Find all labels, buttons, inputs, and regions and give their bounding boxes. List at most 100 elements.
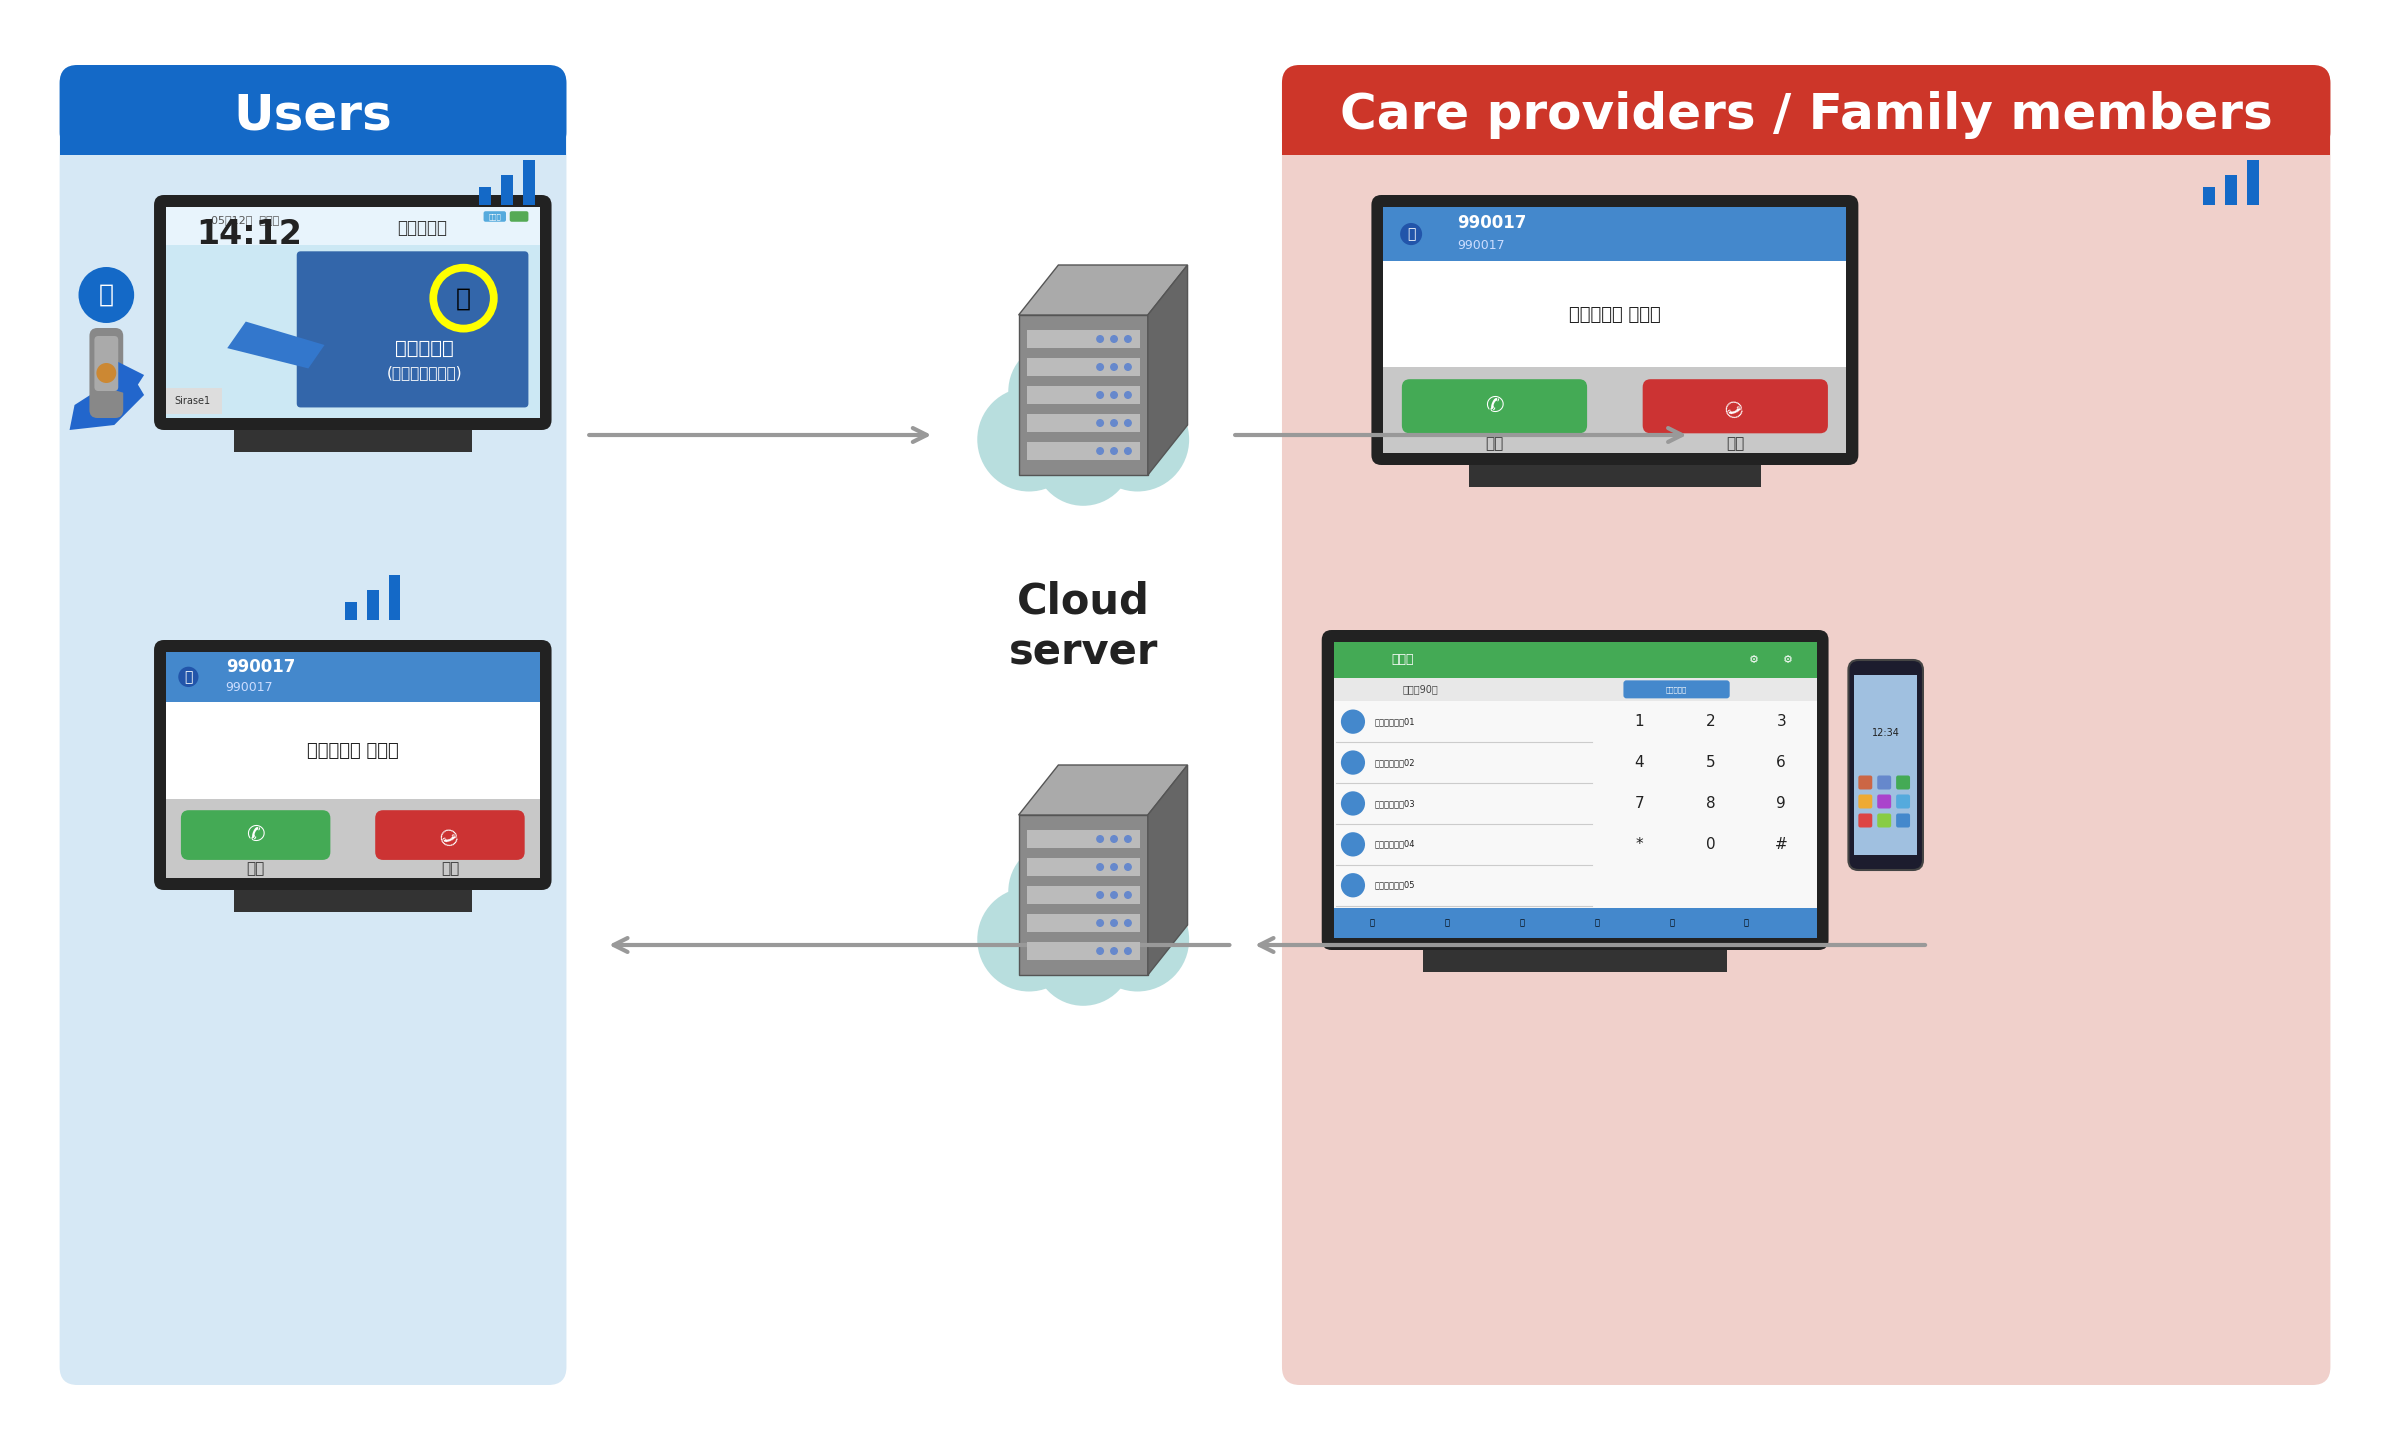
Circle shape <box>1097 390 1104 399</box>
Circle shape <box>1111 947 1118 954</box>
Bar <box>166 389 223 414</box>
Bar <box>1027 330 1140 348</box>
Text: Sirase1: Sirase1 <box>175 396 211 406</box>
Text: 連絡先追加: 連絡先追加 <box>1666 685 1687 693</box>
Bar <box>1027 442 1140 460</box>
Text: 990017: 990017 <box>226 681 274 694</box>
Text: 応答: 応答 <box>1486 435 1505 451</box>
Bar <box>1382 207 1846 262</box>
Circle shape <box>1342 710 1366 733</box>
Circle shape <box>1097 863 1104 870</box>
Text: 事業者１家族02: 事業者１家族02 <box>1375 758 1416 766</box>
Circle shape <box>1123 390 1133 399</box>
Circle shape <box>1111 920 1118 927</box>
Circle shape <box>977 888 1080 992</box>
Bar <box>1027 414 1140 432</box>
Circle shape <box>79 268 134 322</box>
Bar <box>1334 642 1817 938</box>
Bar <box>1282 106 2330 155</box>
Circle shape <box>1097 447 1104 455</box>
FancyBboxPatch shape <box>298 252 528 408</box>
Circle shape <box>1111 863 1118 870</box>
Circle shape <box>1342 791 1366 816</box>
Circle shape <box>1111 834 1118 843</box>
Text: ⚙: ⚙ <box>1750 655 1759 665</box>
Bar <box>166 207 540 418</box>
Circle shape <box>1085 388 1188 492</box>
Circle shape <box>1097 834 1104 843</box>
Text: ✆: ✆ <box>1721 393 1750 419</box>
Text: 4: 4 <box>1634 755 1644 771</box>
FancyBboxPatch shape <box>1282 65 2330 150</box>
FancyBboxPatch shape <box>1896 775 1910 790</box>
Text: ᛒ: ᛒ <box>98 283 113 307</box>
Polygon shape <box>108 360 144 395</box>
Bar <box>166 798 540 878</box>
Text: 5: 5 <box>1706 755 1716 771</box>
Bar <box>166 207 540 418</box>
Text: 電話帳90件: 電話帳90件 <box>1402 684 1438 694</box>
FancyBboxPatch shape <box>1622 681 1730 698</box>
Bar <box>1334 642 1817 678</box>
FancyBboxPatch shape <box>60 65 566 150</box>
Text: 電話帳: 電話帳 <box>1392 654 1414 667</box>
Circle shape <box>1034 406 1133 506</box>
Text: 📞: 📞 <box>1670 918 1675 928</box>
Bar <box>1382 207 1846 453</box>
FancyBboxPatch shape <box>1896 794 1910 808</box>
Circle shape <box>1097 419 1104 427</box>
Bar <box>1027 830 1140 847</box>
Bar <box>166 701 540 798</box>
Text: ✆: ✆ <box>437 821 463 849</box>
Bar <box>480 187 492 205</box>
Bar <box>60 106 566 155</box>
Circle shape <box>1123 920 1133 927</box>
Circle shape <box>1013 849 1154 992</box>
Circle shape <box>1111 419 1118 427</box>
Text: テレビ電話 着信中: テレビ電話 着信中 <box>307 742 398 761</box>
FancyBboxPatch shape <box>1642 379 1829 434</box>
Text: 1: 1 <box>1634 714 1644 729</box>
Text: 👤: 👤 <box>185 669 192 684</box>
Text: ⏰: ⏰ <box>1445 918 1450 928</box>
Circle shape <box>1061 842 1159 941</box>
Text: 05月12日  金曜日: 05月12日 金曜日 <box>211 215 278 226</box>
Circle shape <box>1034 907 1133 1006</box>
Text: 14:12: 14:12 <box>197 218 302 250</box>
FancyBboxPatch shape <box>154 641 552 889</box>
Text: (押してください): (押してください) <box>386 366 461 380</box>
Circle shape <box>1342 873 1366 898</box>
Circle shape <box>1085 888 1188 992</box>
Text: 事業者１家族01: 事業者１家族01 <box>1375 717 1416 726</box>
FancyBboxPatch shape <box>94 335 118 390</box>
Text: 990017: 990017 <box>226 658 295 675</box>
Circle shape <box>96 363 115 383</box>
Circle shape <box>1013 348 1154 492</box>
FancyBboxPatch shape <box>1877 775 1891 790</box>
Bar <box>1027 857 1140 876</box>
Text: 事業者１家族03: 事業者１家族03 <box>1375 800 1416 808</box>
Bar <box>1855 675 1918 855</box>
Text: 事業者１家族04: 事業者１家族04 <box>1375 840 1416 849</box>
Bar <box>346 602 358 620</box>
FancyBboxPatch shape <box>1896 814 1910 827</box>
Bar <box>1027 914 1140 933</box>
Bar <box>1027 359 1140 376</box>
FancyBboxPatch shape <box>1858 794 1872 808</box>
Circle shape <box>1008 343 1106 441</box>
Circle shape <box>1111 447 1118 455</box>
Circle shape <box>1342 750 1366 775</box>
Text: 🔔: 🔔 <box>456 286 470 309</box>
Circle shape <box>1123 335 1133 343</box>
Bar <box>1334 642 1817 938</box>
Bar <box>166 652 540 878</box>
FancyBboxPatch shape <box>374 810 526 860</box>
FancyBboxPatch shape <box>1877 814 1891 827</box>
Bar <box>1382 262 1846 367</box>
Circle shape <box>1123 863 1133 870</box>
FancyBboxPatch shape <box>482 211 506 221</box>
FancyBboxPatch shape <box>1858 814 1872 827</box>
Text: 応答: 応答 <box>247 862 264 876</box>
Circle shape <box>1111 390 1118 399</box>
Text: 拓否: 拓否 <box>1726 435 1745 451</box>
